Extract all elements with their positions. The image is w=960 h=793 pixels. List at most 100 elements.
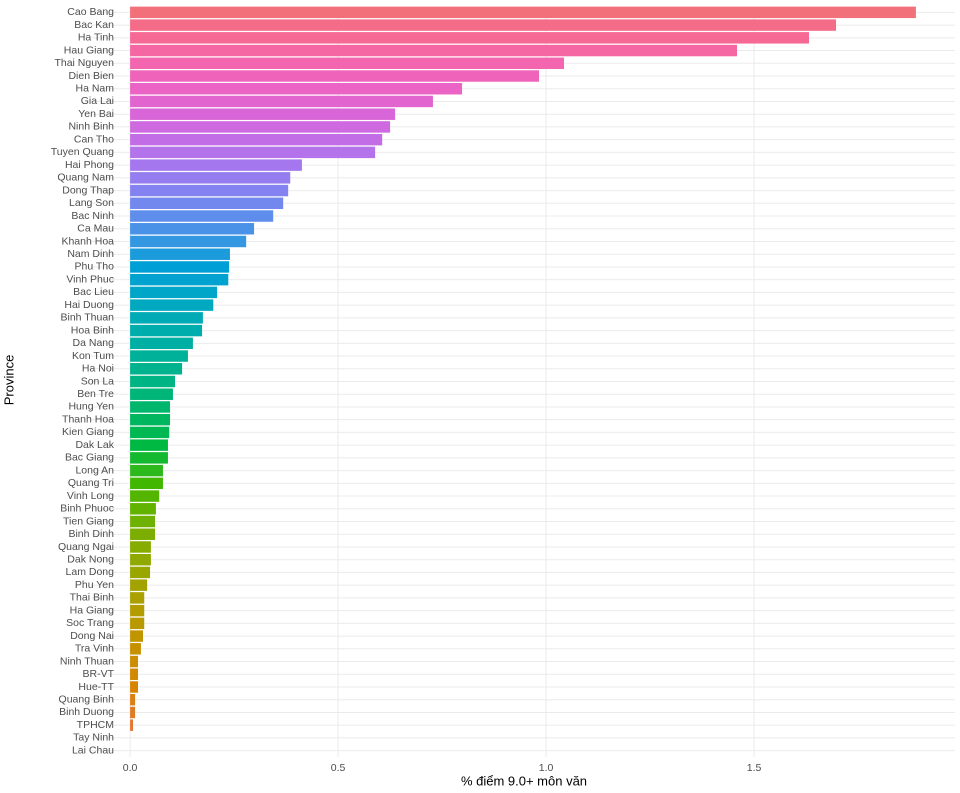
y-tick-label: Hai Phong <box>65 159 114 171</box>
y-tick-label: Vinh Phuc <box>66 273 114 285</box>
bar <box>130 184 289 197</box>
y-axis-title: Province <box>1 355 16 406</box>
y-tick-label: Soc Trang <box>66 617 114 629</box>
bar <box>130 439 168 451</box>
bar <box>130 197 284 210</box>
bar <box>130 413 171 426</box>
y-tick-label: Binh Phuoc <box>60 503 114 515</box>
bar <box>130 401 171 413</box>
y-tick-label: Ca Mau <box>77 223 114 235</box>
bar <box>130 604 145 617</box>
bar <box>130 592 145 604</box>
y-tick-label: Lai Chau <box>72 744 114 756</box>
bar <box>130 223 255 235</box>
bar <box>130 617 145 630</box>
y-tick-label: Ha Giang <box>70 604 115 616</box>
bar <box>130 553 151 566</box>
y-tick-label: Phu Tho <box>74 261 114 273</box>
y-tick-label: Hung Yen <box>68 401 114 413</box>
bar <box>130 579 148 591</box>
y-tick-label: Quang Nam <box>57 172 114 184</box>
bar <box>130 464 163 477</box>
bar <box>130 44 738 57</box>
bar <box>130 630 143 642</box>
bar <box>130 363 183 375</box>
bar <box>130 32 809 44</box>
y-tick-label: Bac Kan <box>74 19 114 31</box>
y-tick-label: Binh Duong <box>59 706 114 718</box>
y-tick-label: Dien Bien <box>68 70 114 82</box>
bar <box>130 210 274 222</box>
y-tick-label: Quang Tri <box>68 477 114 489</box>
bar <box>130 70 540 82</box>
y-tick-label: Bac Giang <box>65 452 114 464</box>
y-tick-label: Tay Ninh <box>73 732 114 744</box>
y-tick-label: Thanh Hoa <box>62 413 114 425</box>
y-tick-label: Phu Yen <box>75 579 114 591</box>
bar <box>130 286 218 299</box>
bar <box>130 388 173 400</box>
bar <box>130 426 170 439</box>
y-tick-label: Dak Nong <box>67 553 114 565</box>
y-tick-label: Bac Lieu <box>73 286 114 298</box>
x-axis-title: % điểm 9.0+ môn văn <box>461 773 587 788</box>
y-tick-label: Nam Dinh <box>67 248 114 260</box>
bar <box>130 273 229 286</box>
y-tick-label: Ha Nam <box>75 83 114 95</box>
y-tick-label: Da Nang <box>73 337 115 349</box>
y-tick-label: Tuyen Quang <box>51 146 114 158</box>
bar <box>130 490 160 502</box>
y-tick-label: Hai Duong <box>64 299 114 311</box>
y-tick-label: Lam Dong <box>66 566 115 578</box>
bar <box>130 248 230 260</box>
y-tick-label: Binh Dinh <box>68 528 114 540</box>
bar <box>130 515 156 528</box>
y-tick-label: Son La <box>81 375 114 387</box>
bar <box>130 693 136 706</box>
y-tick-label: Lang Son <box>69 197 114 209</box>
bar <box>130 655 139 668</box>
bar <box>130 108 396 120</box>
bar <box>130 681 139 693</box>
bar <box>130 83 463 95</box>
y-tick-label: Dong Thap <box>62 184 114 196</box>
bar <box>130 503 156 515</box>
y-tick-label: Quang Binh <box>59 694 115 706</box>
bar <box>130 477 163 490</box>
y-tick-label: Ben Tre <box>77 388 114 400</box>
y-tick-label: Thai Nguyen <box>54 57 114 69</box>
y-tick-label: Ha Tinh <box>78 32 114 44</box>
y-tick-label: Tra Vinh <box>75 643 114 655</box>
x-tick-label: 1.5 <box>747 762 762 774</box>
y-tick-label: Bac Ninh <box>71 210 114 222</box>
x-tick-label: 0.0 <box>123 762 138 774</box>
y-tick-label: Khanh Hoa <box>61 235 114 247</box>
bar <box>130 172 291 184</box>
bar <box>130 57 564 70</box>
bar <box>130 312 203 324</box>
y-tick-label: Quang Ngai <box>58 541 114 553</box>
x-tick-label: 0.5 <box>331 762 346 774</box>
bar <box>130 337 193 350</box>
y-tick-label: Ninh Thuan <box>60 655 114 667</box>
x-tick-label: 1.0 <box>539 762 554 774</box>
bar <box>130 299 214 311</box>
y-tick-label: Dong Nai <box>70 630 114 642</box>
y-tick-label: Kon Tum <box>72 350 114 362</box>
bar <box>130 235 247 248</box>
bar <box>130 541 151 553</box>
bar <box>130 706 136 719</box>
y-tick-label: Long An <box>75 464 114 476</box>
bar <box>130 528 156 540</box>
bar <box>130 121 391 133</box>
y-tick-label: Ninh Binh <box>68 121 114 133</box>
y-tick-label: Vinh Long <box>67 490 114 502</box>
y-tick-label: TPHCM <box>77 719 114 731</box>
y-tick-label: Kien Giang <box>62 426 114 438</box>
bar <box>130 95 433 108</box>
bar <box>130 643 141 655</box>
bar <box>130 350 188 362</box>
y-tick-label: Binh Thuan <box>60 312 114 324</box>
y-tick-label: Cao Bang <box>67 6 114 18</box>
